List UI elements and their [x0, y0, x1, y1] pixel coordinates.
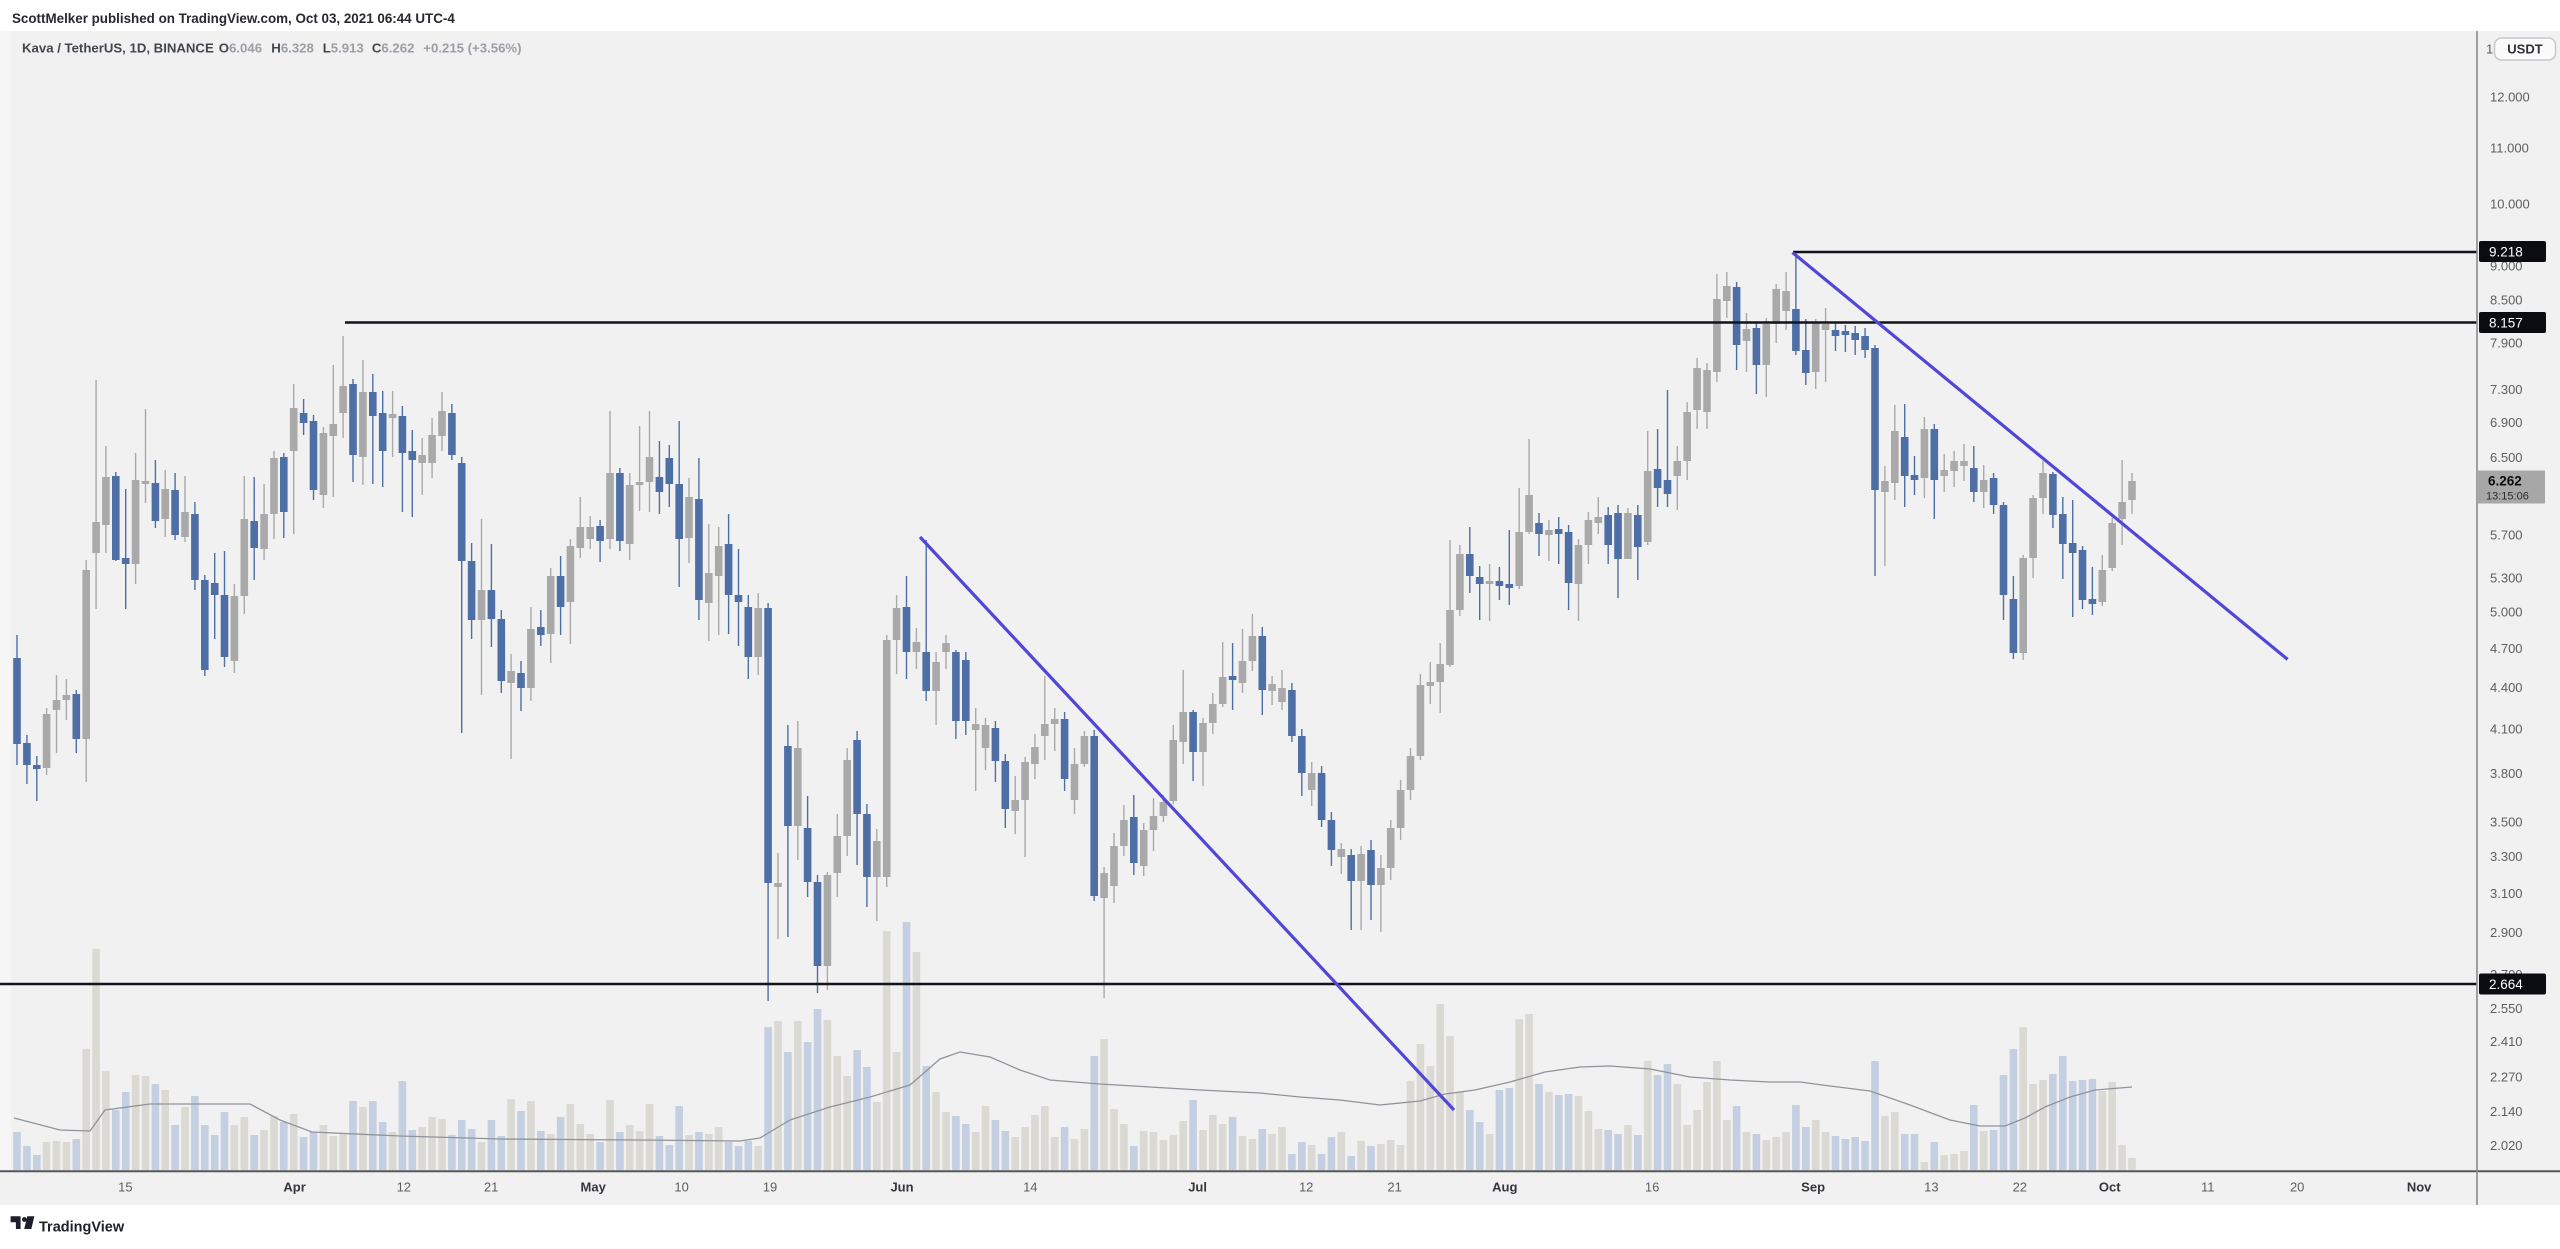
svg-text:21: 21 [1387, 1180, 1401, 1195]
svg-text:H6.328: H6.328 [271, 41, 314, 56]
svg-text:Jul: Jul [1188, 1180, 1207, 1195]
svg-text:Nov: Nov [2407, 1180, 2432, 1195]
svg-text:9.000: 9.000 [2490, 259, 2523, 274]
svg-text:C6.262: C6.262 [372, 41, 415, 56]
svg-text:15: 15 [118, 1180, 132, 1195]
svg-text:2.900: 2.900 [2490, 925, 2523, 940]
svg-text:ScottMelker published on Tradi: ScottMelker published on TradingView.com… [12, 11, 455, 26]
svg-text:13: 13 [1924, 1180, 1938, 1195]
svg-text:20: 20 [2290, 1180, 2304, 1195]
svg-text:7.900: 7.900 [2490, 335, 2523, 350]
svg-text:Aug: Aug [1492, 1180, 1517, 1195]
svg-text:8.157: 8.157 [2489, 315, 2523, 330]
svg-text:21: 21 [484, 1180, 498, 1195]
svg-text:4.400: 4.400 [2490, 680, 2523, 695]
svg-text:L5.913: L5.913 [323, 41, 364, 56]
svg-text:Kava / TetherUS, 1D, BINANCE: Kava / TetherUS, 1D, BINANCE [22, 41, 214, 56]
svg-text:4.700: 4.700 [2490, 641, 2523, 656]
svg-text:3.300: 3.300 [2490, 849, 2523, 864]
svg-text:2.020: 2.020 [2490, 1138, 2523, 1153]
svg-text:13:15:06: 13:15:06 [2486, 491, 2529, 503]
svg-text:May: May [581, 1180, 607, 1195]
svg-text:12.000: 12.000 [2490, 89, 2530, 104]
svg-text:3.800: 3.800 [2490, 766, 2523, 781]
svg-text:Oct: Oct [2099, 1180, 2121, 1195]
svg-text:TradingView: TradingView [39, 1220, 125, 1236]
svg-text:12: 12 [397, 1180, 411, 1195]
svg-text:2.410: 2.410 [2490, 1034, 2523, 1049]
svg-text:USDT: USDT [2507, 42, 2542, 57]
svg-text:11.000: 11.000 [2490, 141, 2529, 156]
svg-text:7.300: 7.300 [2490, 382, 2523, 397]
svg-text:+0.215 (+3.56%): +0.215 (+3.56%) [423, 41, 521, 56]
svg-text:12: 12 [1299, 1180, 1313, 1195]
svg-text:11: 11 [2201, 1180, 2215, 1195]
svg-text:Jun: Jun [890, 1180, 913, 1195]
svg-text:2.140: 2.140 [2490, 1104, 2523, 1119]
svg-text:5.700: 5.700 [2490, 528, 2523, 543]
svg-text:19: 19 [763, 1180, 777, 1195]
svg-text:4.100: 4.100 [2490, 721, 2523, 736]
svg-text:5.000: 5.000 [2490, 605, 2523, 620]
svg-text:3.500: 3.500 [2490, 815, 2523, 830]
svg-text:10.000: 10.000 [2490, 197, 2530, 212]
svg-text:6.262: 6.262 [2488, 474, 2522, 489]
svg-text:6.900: 6.900 [2490, 415, 2523, 430]
svg-text:O6.046: O6.046 [219, 41, 262, 56]
svg-text:10: 10 [674, 1180, 688, 1195]
svg-text:6.500: 6.500 [2490, 450, 2523, 465]
svg-text:5.300: 5.300 [2490, 570, 2523, 585]
svg-text:22: 22 [2013, 1180, 2027, 1195]
svg-text:2.270: 2.270 [2490, 1069, 2523, 1084]
svg-text:3.100: 3.100 [2490, 886, 2523, 901]
svg-text:1: 1 [2486, 42, 2493, 57]
svg-text:14: 14 [1023, 1180, 1037, 1195]
svg-text:2.664: 2.664 [2489, 977, 2523, 992]
svg-text:2.550: 2.550 [2490, 1001, 2523, 1016]
svg-text:16: 16 [1645, 1180, 1659, 1195]
svg-text:Apr: Apr [283, 1180, 305, 1195]
svg-text:9.218: 9.218 [2489, 244, 2523, 259]
svg-text:8.500: 8.500 [2490, 292, 2523, 307]
svg-text:Sep: Sep [1801, 1180, 1825, 1195]
